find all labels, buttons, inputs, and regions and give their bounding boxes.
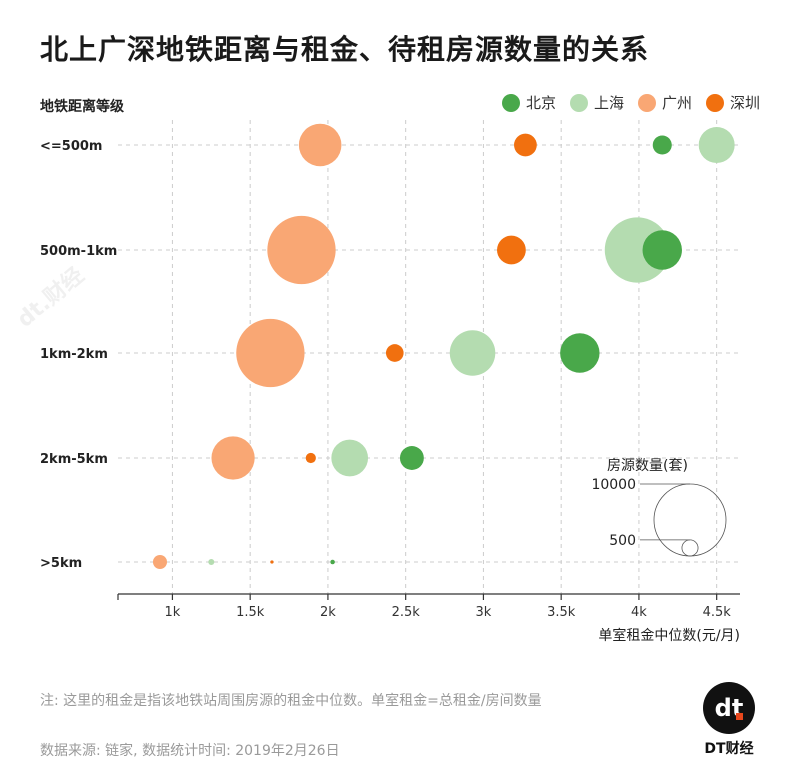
data-source: 数据来源: 链家, 数据统计时间: 2019年2月26日 [40,743,340,759]
bubble-guangzhou-4: 广州 >5km: 920 [152,554,168,570]
bubble-beijing-4: 北京 >5km: 2030 [330,559,335,565]
legend-label-beijing: 北京 [525,94,556,112]
size-legend-circle-1 [681,539,699,557]
bubble-guangzhou-2: 广州 1km-2km: 1630 [236,318,305,388]
bubble-shenzhen-1: 深圳 500m-1km: 3180 [497,235,526,265]
legend-label-guangzhou: 广州 [661,94,692,112]
x-tick-label-1: 1.5k [236,605,265,620]
bubble-shenzhen-4: 深圳 >5km: 1640 [270,560,274,564]
bubble-shanghai-3: 上海 2km-5km: 2140 [331,439,369,477]
size-legend-circle-0 [653,483,727,557]
bubble-beijing-2: 北京 1km-2km: 3620 [560,333,600,373]
legend-item-shanghai[interactable]: 上海 [569,92,624,113]
bubble-shenzhen-0: 深圳 <=500m: 3270 [514,133,537,157]
brand-logo-icon: dt [703,682,755,734]
bubble-chart: <=500m 500m-1km 1km-2km 2km-5km >5km 1k 1.5k 2k… [40,120,740,644]
legend-label-shanghai: 上海 [593,94,624,112]
brand-logo-dot [736,713,743,720]
bubble-guangzhou-0: 广州 <=500m: 1950 [298,123,342,167]
y-tick-label-3: 2km-5km [40,452,108,467]
legend: 北京 上海 广州 深圳 [501,92,760,113]
legend-swatch-shanghai [569,93,588,112]
bubble-shenzhen-2: 深圳 1km-2km: 2430 [385,344,404,362]
bubble-shanghai-0: 上海 <=500m: 4500 [698,127,735,163]
brand-name: DT财经 [704,741,754,757]
y-axis-title: 地铁距离等级 [40,99,124,115]
x-tick-label-3: 2.5k [392,605,421,620]
chart-title: 北上广深地铁距离与租金、待租房源数量的关系 [40,33,650,66]
brand-block: dt DT财经 [694,682,764,758]
size-legend-label-0: 10000 [591,477,636,493]
x-axis-title: 单室租金中位数(元/月) [598,627,740,644]
y-tick-label-2: 1km-2km [40,347,108,362]
bubble-shenzhen-3: 深圳 2km-5km: 1890 [305,452,316,464]
bubble-shanghai-2: 上海 1km-2km: 2930 [449,330,496,376]
x-tick-label-5: 3.5k [547,605,576,620]
bubble-guangzhou-3: 广州 2km-5km: 1390 [211,436,255,480]
legend-item-shenzhen[interactable]: 深圳 [705,92,760,113]
size-legend-title: 房源数量(套) [607,458,688,474]
legend-label-shenzhen: 深圳 [729,94,760,112]
bubble-beijing-3: 北京 2km-5km: 2540 [399,446,424,470]
bubble-beijing-0: 北京 <=500m: 4150 [652,135,672,155]
y-tick-label-1: 500m-1km [40,244,117,259]
legend-swatch-beijing [501,93,520,112]
legend-swatch-guangzhou [637,93,656,112]
x-tick-label-7: 4.5k [703,605,732,620]
legend-item-beijing[interactable]: 北京 [501,92,556,113]
x-tick-label-0: 1k [165,605,181,620]
y-tick-label-4: >5km [40,556,82,571]
x-tick-label-6: 4k [631,605,647,620]
legend-swatch-shenzhen [705,93,724,112]
footnote: 注: 这里的租金是指该地铁站周围房源的租金中位数。单室租金=总租金/房间数量 [40,693,542,709]
bubble-shanghai-4: 上海 >5km: 1250 [208,558,215,566]
bubble-beijing-1: 北京 500m-1km: 4150 [642,230,682,270]
bubble-guangzhou-1: 广州 500m-1km: 1830 [267,215,336,285]
x-tick-label-4: 3k [476,605,492,620]
size-legend-label-1: 500 [609,533,636,549]
x-tick-label-2: 2k [320,605,336,620]
y-tick-label-0: <=500m [40,139,102,154]
legend-item-guangzhou[interactable]: 广州 [637,92,692,113]
